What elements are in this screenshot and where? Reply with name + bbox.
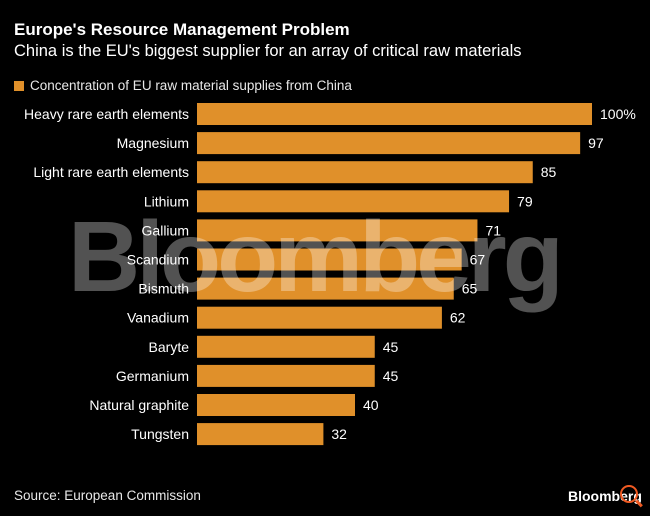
bar <box>197 277 454 300</box>
bar <box>197 306 442 329</box>
category-label: Lithium <box>144 193 189 209</box>
bar <box>197 161 533 184</box>
category-label: Natural graphite <box>89 397 189 413</box>
legend-swatch <box>14 80 24 91</box>
category-label: Scandium <box>127 252 189 268</box>
value-label: 71 <box>485 222 501 238</box>
source-note: Source: European Commission <box>14 488 201 503</box>
category-label: Baryte <box>149 339 190 355</box>
value-label: 40 <box>363 397 379 413</box>
magnifier-icon <box>620 485 638 503</box>
bar <box>197 132 581 155</box>
value-label: 100% <box>600 106 636 122</box>
value-label: 45 <box>383 368 399 384</box>
value-label: 97 <box>588 135 604 151</box>
bar <box>197 335 375 358</box>
category-label: Vanadium <box>127 310 189 326</box>
value-label: 62 <box>450 310 466 326</box>
value-label: 45 <box>383 339 399 355</box>
category-label: Magnesium <box>117 135 189 151</box>
category-label: Germanium <box>116 368 189 384</box>
category-label: Light rare earth elements <box>33 164 189 180</box>
value-label: 32 <box>331 426 347 442</box>
bar <box>197 364 375 387</box>
chart-title: Europe's Resource Management Problem <box>14 20 350 39</box>
bar <box>197 190 510 213</box>
value-label: 85 <box>541 164 557 180</box>
bar <box>197 394 355 416</box>
chart-subtitle: China is the EU's biggest supplier for a… <box>14 42 522 60</box>
value-label: 65 <box>462 281 478 297</box>
category-label: Bismuth <box>138 281 189 297</box>
value-label: 67 <box>470 252 486 268</box>
bar <box>197 248 462 271</box>
bar <box>197 103 592 125</box>
legend-label: Concentration of EU raw material supplie… <box>30 78 352 93</box>
category-label: Tungsten <box>131 426 189 442</box>
bar <box>197 423 324 446</box>
bar <box>197 219 478 242</box>
category-label: Heavy rare earth elements <box>24 106 189 122</box>
value-label: 79 <box>517 193 533 209</box>
legend: Concentration of EU raw material supplie… <box>14 78 352 93</box>
category-label: Gallium <box>142 222 189 238</box>
